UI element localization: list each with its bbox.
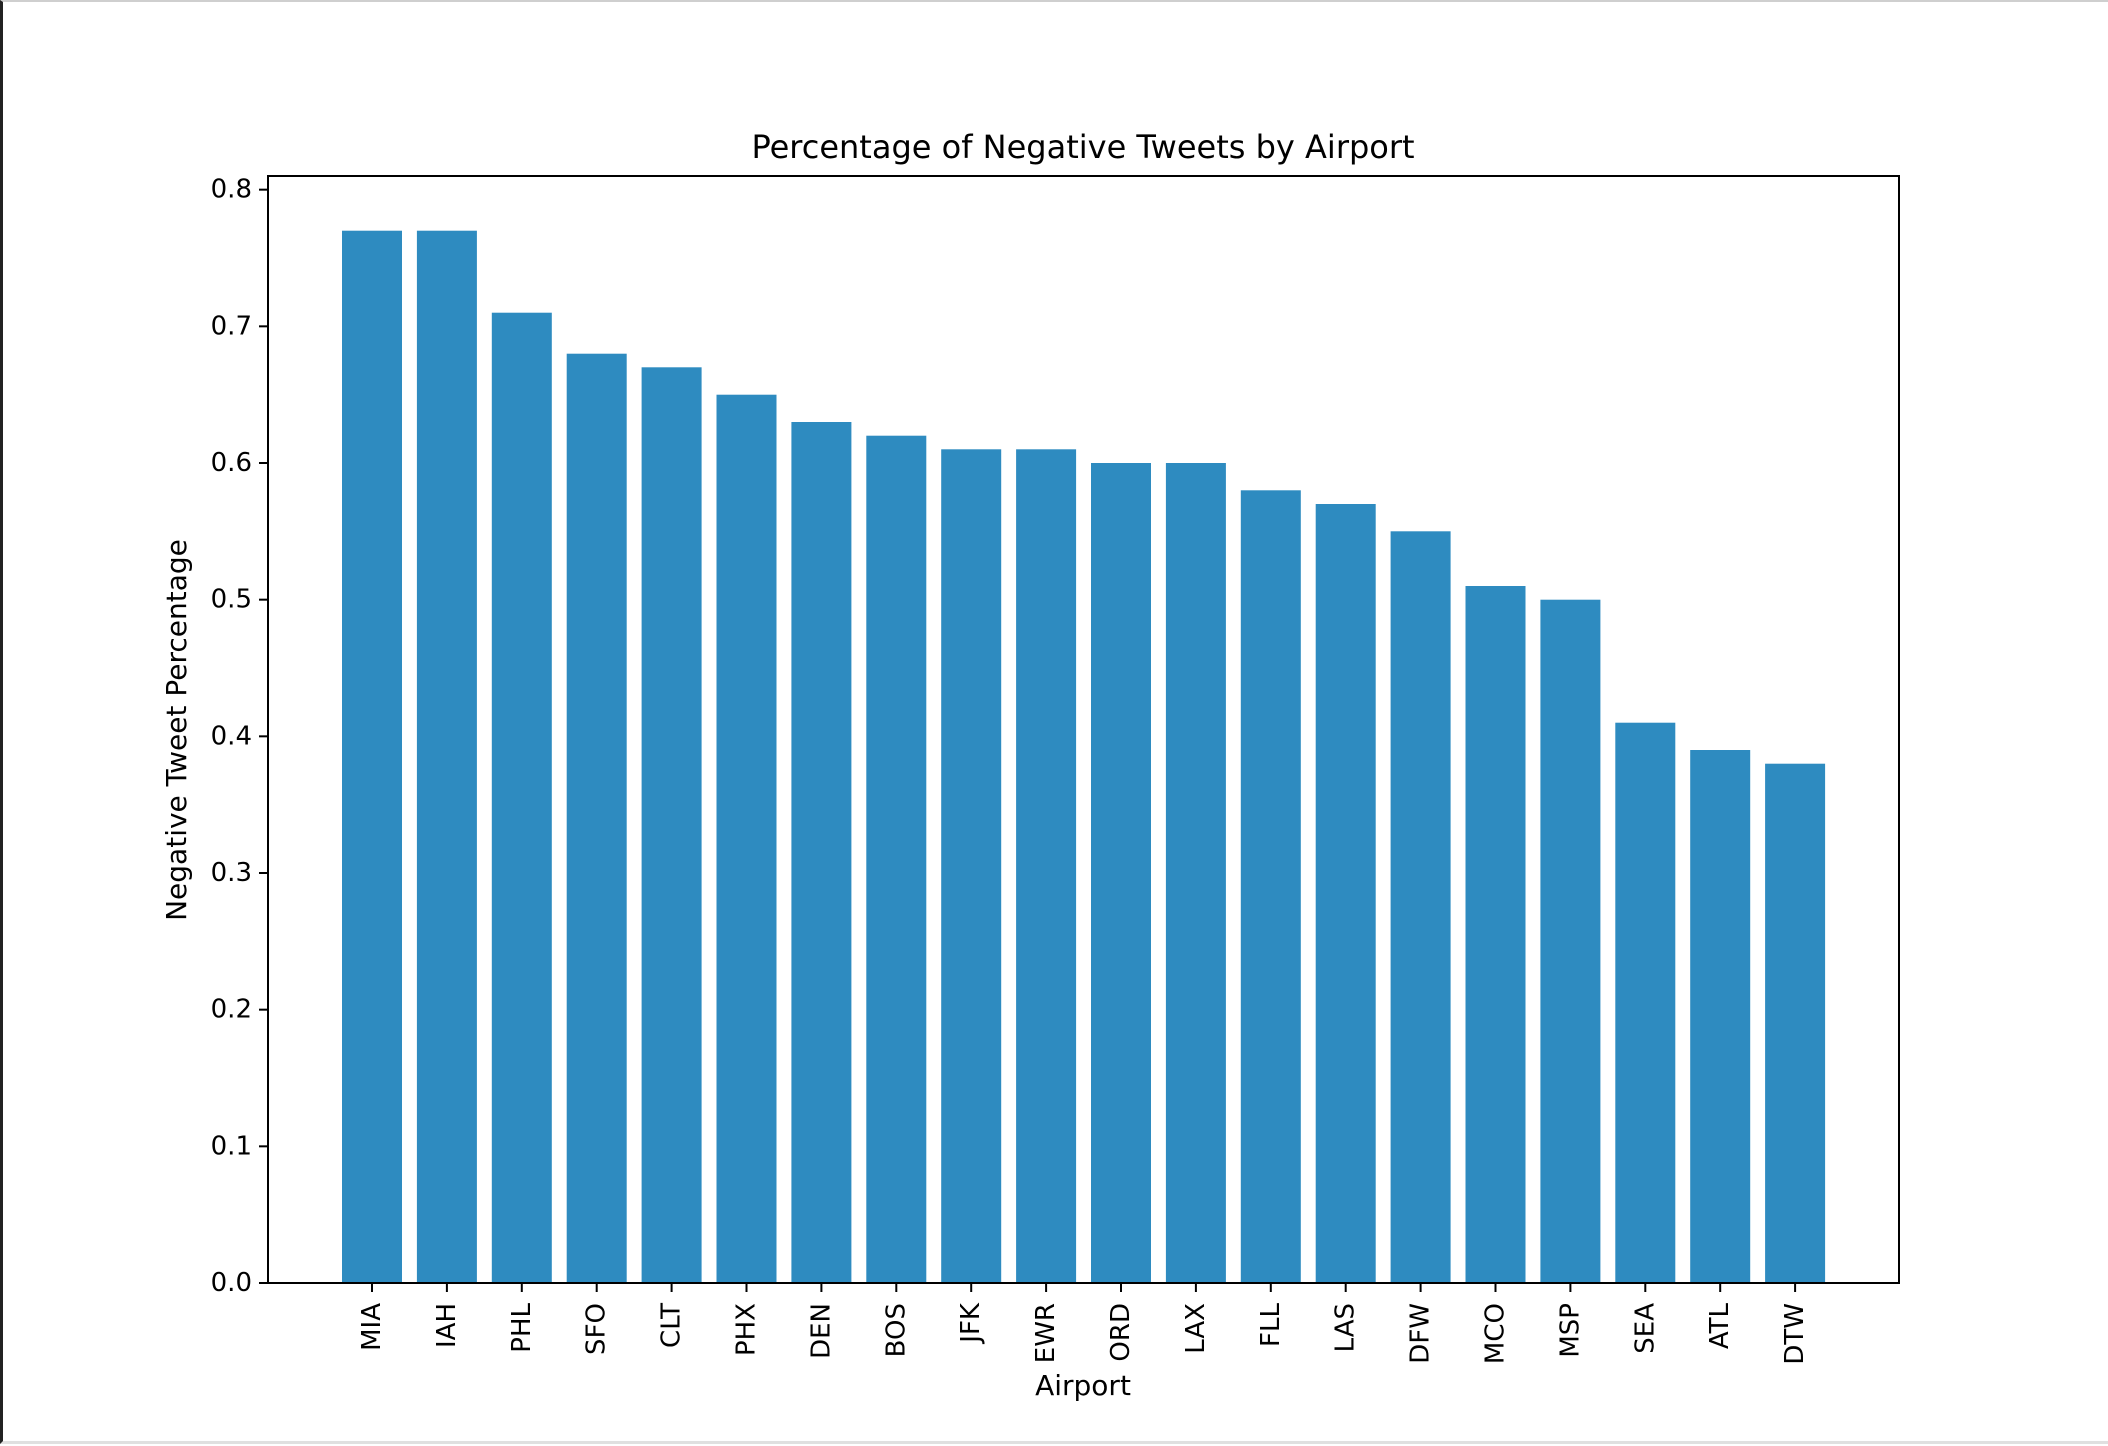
bar-dfw xyxy=(1390,531,1451,1283)
x-tick-label: FLL xyxy=(1256,1302,1286,1346)
x-tick-label: MSP xyxy=(1555,1303,1585,1358)
bar-sfo xyxy=(566,353,627,1283)
bar-dtw xyxy=(1765,763,1826,1283)
x-tick-label: ORD xyxy=(1106,1303,1136,1362)
bar-fll xyxy=(1240,490,1301,1283)
y-tick-label: 0.7 xyxy=(211,311,252,341)
bar-phx xyxy=(716,394,777,1283)
x-tick-label: IAH xyxy=(432,1303,462,1348)
bar-chart: Percentage of Negative Tweets by Airport… xyxy=(160,128,1900,1402)
x-tick-label: LAX xyxy=(1181,1303,1211,1354)
bar-iah xyxy=(416,230,477,1284)
x-tick-label: PHL xyxy=(507,1302,537,1352)
chart-title: Percentage of Negative Tweets by Airport xyxy=(751,128,1414,166)
bar-ewr xyxy=(1016,449,1077,1283)
bar-ord xyxy=(1091,463,1151,1283)
bar-las xyxy=(1315,504,1376,1283)
bar-den xyxy=(791,422,852,1283)
x-axis-title: Airport xyxy=(1035,1369,1131,1402)
y-tick-label: 0.3 xyxy=(211,858,252,888)
y-tick-label: 0.0 xyxy=(211,1268,252,1298)
x-tick-label: DFW xyxy=(1406,1303,1436,1364)
bar-sea xyxy=(1615,722,1676,1283)
y-tick-label: 0.8 xyxy=(211,175,252,205)
bar-lax xyxy=(1165,463,1226,1283)
x-tick-label: DTW xyxy=(1780,1303,1810,1365)
y-tick-label: 0.4 xyxy=(211,721,252,751)
bar-bos xyxy=(866,435,927,1283)
y-tick-label: 0.6 xyxy=(211,448,252,478)
bar-jfk xyxy=(941,449,1002,1283)
x-tick-label: JFK xyxy=(956,1302,986,1345)
x-tick-label: BOS xyxy=(881,1303,911,1357)
x-axis: MIA IAH PHL SFO CLT PHX DEN BOS JFK EWR ORD LAX FLL L… xyxy=(357,1283,1810,1365)
y-axis: 0.0 0.1 0.2 0.3 0.4 0.5 0.6 0.7 0.8 xyxy=(211,175,268,1298)
y-tick-label: 0.2 xyxy=(211,995,252,1025)
x-tick-label: MIA xyxy=(357,1303,387,1351)
plot-area-frame xyxy=(267,175,1900,1284)
x-tick-label: EWR xyxy=(1031,1303,1061,1363)
y-tick-label: 0.5 xyxy=(211,585,252,615)
x-tick-label: CLT xyxy=(657,1303,687,1348)
x-tick-label: LAS xyxy=(1331,1303,1361,1352)
y-axis-title: Negative Tweet Percentage xyxy=(160,539,193,921)
y-tick-label: 0.1 xyxy=(211,1131,252,1161)
bar-clt xyxy=(641,367,702,1283)
x-tick-label: ATL xyxy=(1705,1302,1735,1349)
bar-msp xyxy=(1540,599,1601,1283)
bar-phl xyxy=(491,312,552,1283)
bar-atl xyxy=(1690,750,1751,1283)
x-tick-label: SEA xyxy=(1630,1303,1660,1354)
x-tick-label: SFO xyxy=(582,1303,612,1355)
bar-mia xyxy=(342,230,402,1284)
bars-layer xyxy=(342,230,1826,1284)
bar-mco xyxy=(1465,586,1526,1283)
x-tick-label: DEN xyxy=(806,1303,836,1359)
x-tick-label: PHX xyxy=(732,1303,762,1356)
x-tick-label: MCO xyxy=(1481,1303,1511,1364)
